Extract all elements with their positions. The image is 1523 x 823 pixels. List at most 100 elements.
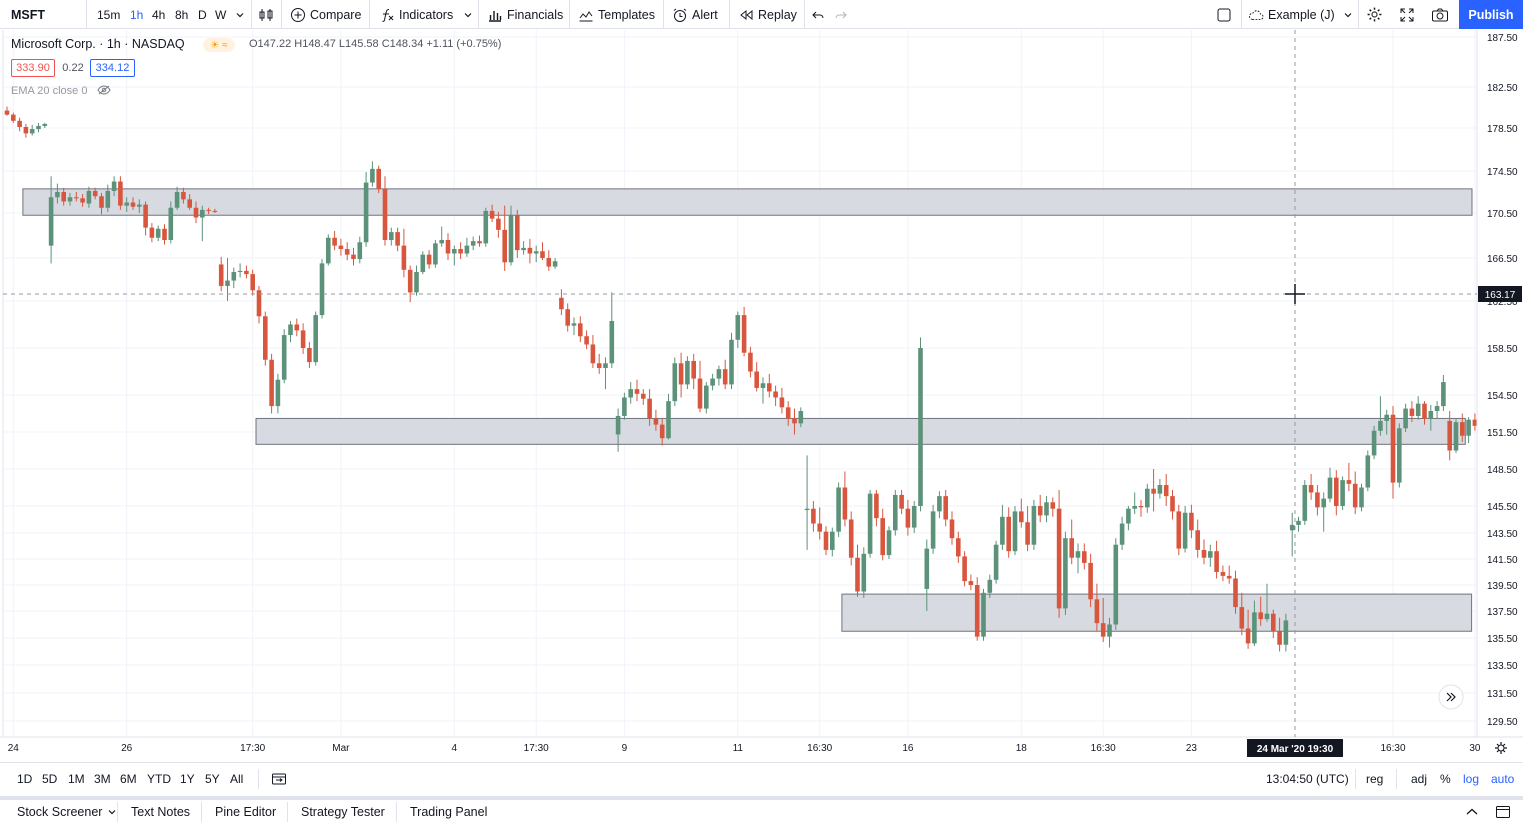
ask-price-button[interactable]: 334.12 xyxy=(90,59,135,77)
utc-clock[interactable]: 13:04:50 (UTC) xyxy=(1266,772,1349,786)
range-6m[interactable]: 6M xyxy=(120,772,137,786)
candle-up xyxy=(36,122,41,133)
interval-15m[interactable]: 15m xyxy=(97,7,121,22)
indicators-button[interactable]: Indicators xyxy=(379,0,453,29)
candles-icon xyxy=(259,8,273,21)
price-tick-label: 137.50 xyxy=(1487,607,1518,618)
range-all[interactable]: All xyxy=(230,772,244,786)
tab-stock-screener[interactable]: Stock Screener xyxy=(17,800,117,823)
compare-button[interactable]: Compare xyxy=(290,0,361,29)
candle-down xyxy=(1163,473,1169,506)
publish-button[interactable]: Publish xyxy=(1459,0,1523,29)
candle-down xyxy=(899,489,904,515)
rewind-icon xyxy=(740,9,753,20)
candle-body xyxy=(804,508,810,511)
tab-text-notes[interactable]: Text Notes xyxy=(131,804,191,819)
bar-chart-icon xyxy=(489,10,502,22)
range-1y[interactable]: 1Y xyxy=(180,772,195,786)
log-toggle[interactable]: log xyxy=(1463,772,1480,786)
interval-1h[interactable]: 1h xyxy=(130,7,144,22)
candle-up xyxy=(439,226,444,247)
settings-button[interactable] xyxy=(1366,0,1383,29)
candle-body xyxy=(628,389,633,398)
compare-label: Compare xyxy=(310,7,362,22)
candle-up xyxy=(760,377,766,404)
goto-date-button[interactable] xyxy=(271,763,287,795)
double-chevron-right-icon xyxy=(1446,692,1456,702)
templates-button[interactable]: Templates xyxy=(578,0,655,29)
range-1m[interactable]: 1M xyxy=(68,772,85,786)
bid-price-button[interactable]: 333.90 xyxy=(11,59,55,77)
candle-body xyxy=(1195,530,1200,550)
range-ytd[interactable]: YTD xyxy=(147,772,171,786)
candle-up xyxy=(1340,476,1345,511)
auto-toggle[interactable]: auto xyxy=(1491,772,1515,786)
symbol-legend-title[interactable]: Microsoft Corp. · 1h · NASDAQ xyxy=(11,37,185,51)
candle-down xyxy=(407,265,413,303)
tab-strategy-tester[interactable]: Strategy Tester xyxy=(301,804,385,819)
market-status-icon[interactable]: ☀ ≈ xyxy=(203,38,235,52)
range-3m[interactable]: 3M xyxy=(94,772,111,786)
candle-body xyxy=(691,360,696,379)
fullscreen-button[interactable] xyxy=(1399,0,1415,29)
range-5y[interactable]: 5Y xyxy=(205,772,220,786)
adj-toggle[interactable]: adj xyxy=(1411,772,1428,786)
interval-8h[interactable]: 8h xyxy=(175,7,189,22)
candle-body xyxy=(351,254,356,260)
scroll-to-latest-button[interactable] xyxy=(1438,684,1464,710)
candle-down xyxy=(206,207,211,215)
layout-dropdown[interactable] xyxy=(1343,0,1353,29)
candle-body xyxy=(508,215,514,263)
candle-body xyxy=(893,494,898,531)
redo-button[interactable] xyxy=(833,0,849,29)
eye-hidden-icon[interactable] xyxy=(96,85,111,95)
snapshot-button[interactable] xyxy=(1431,0,1449,29)
financials-button[interactable]: Financials xyxy=(487,0,563,29)
candle-body xyxy=(1220,572,1226,576)
chart-type-button[interactable] xyxy=(258,0,274,29)
session-reg-button[interactable]: reg xyxy=(1366,772,1384,786)
layout-name-label: Example (J) xyxy=(1268,7,1335,22)
ema-legend[interactable]: EMA 20 close 0 xyxy=(11,85,111,97)
alert-button[interactable]: Alert xyxy=(672,0,718,29)
candle-body xyxy=(811,508,816,524)
price-zone xyxy=(841,593,1473,632)
candle-down xyxy=(80,194,85,207)
tab-pine-editor[interactable]: Pine Editor xyxy=(215,804,277,819)
candle-body xyxy=(269,359,274,407)
percent-toggle[interactable]: % xyxy=(1440,772,1451,786)
candle-down xyxy=(811,501,816,532)
range-1d[interactable]: 1D xyxy=(17,772,33,786)
candle-body xyxy=(722,369,728,385)
replay-button[interactable]: Replay xyxy=(738,0,797,29)
candle-body xyxy=(880,518,885,556)
layout-select-button[interactable] xyxy=(1216,0,1232,29)
interval-4h[interactable]: 4h xyxy=(152,7,166,22)
candle-body xyxy=(357,242,363,260)
candle-down xyxy=(1346,462,1352,492)
candle-body xyxy=(1182,512,1188,549)
indicators-dropdown[interactable] xyxy=(463,0,473,29)
range-5d[interactable]: 5D xyxy=(42,772,58,786)
maximize-panel-button[interactable] xyxy=(1495,800,1511,823)
tab-trading-panel[interactable]: Trading Panel xyxy=(410,804,488,819)
layout-name-button[interactable]: Example (J) xyxy=(1248,0,1335,29)
candle-body xyxy=(1126,508,1131,524)
candle-body xyxy=(1315,492,1320,508)
interval-d[interactable]: D xyxy=(198,7,207,22)
price-tick-label: 145.50 xyxy=(1487,502,1518,513)
collapse-panel-button[interactable] xyxy=(1465,800,1479,823)
interval-dropdown[interactable] xyxy=(235,0,245,29)
candle-body xyxy=(433,243,438,265)
symbol-search[interactable]: MSFT xyxy=(11,0,45,29)
candle-body xyxy=(981,592,986,637)
candle-body xyxy=(1012,511,1018,552)
candle-body xyxy=(187,199,192,208)
candle-up xyxy=(48,176,54,264)
undo-button[interactable] xyxy=(810,0,826,29)
candle-down xyxy=(332,231,337,251)
interval-w[interactable]: W xyxy=(215,7,227,22)
candle-body xyxy=(968,581,974,585)
price-chart[interactable]: 187.50 182.50 178.50 174.50 170.50 166.50 162.… xyxy=(0,29,1523,762)
candle-body xyxy=(307,348,312,363)
